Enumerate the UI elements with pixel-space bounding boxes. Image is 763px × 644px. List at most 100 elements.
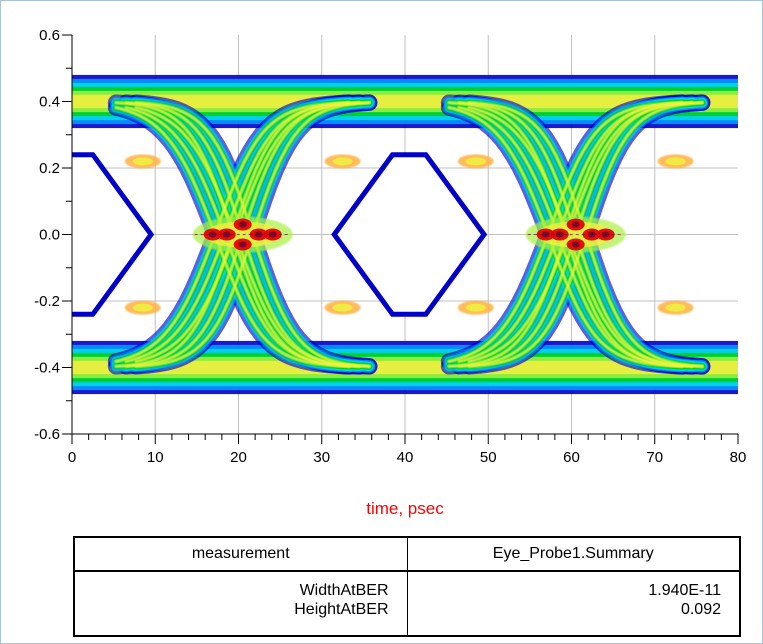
transition-trace [0,103,16,362]
transition-trace [0,103,16,367]
transition-trace [0,103,26,362]
crossing-core [587,231,596,238]
density-hotspot [0,301,28,315]
transition-trace [0,103,26,367]
eye-opening [331,152,488,317]
transition-trace [0,103,26,362]
crossing-core [238,241,247,248]
table-row: WidthAtBER HeightAtBER 1.940E-11 0.092 [73,570,741,637]
transition-trace [0,103,26,367]
x-tick-label: 10 [147,449,164,466]
transition-trace [0,103,16,367]
density-hotspot-core [332,157,353,166]
transition-trace [0,108,36,367]
eye-opening [72,152,155,317]
transition-trace [0,103,16,367]
transition-trace [0,108,16,367]
y-tick-label: 0.2 [39,160,60,177]
table-header-row: measurement Eye_Probe1.Summary [73,536,741,572]
height-at-ber-value: 0.092 [680,601,721,618]
transition-trace [0,108,36,367]
transition-trace [0,103,26,367]
width-at-ber-value: 1.940E-11 [648,582,721,599]
axes [62,34,739,444]
transition-trace [0,108,26,367]
transition-trace [115,106,351,368]
y-tick-label: -0.2 [34,293,60,310]
transition-trace [0,108,26,367]
density-hotspot-core [0,304,20,312]
transition-trace [0,103,16,367]
transition-trace [0,108,16,367]
crossing-core [254,231,263,238]
high-level-band [72,94,738,109]
transition-trace [0,103,16,367]
transition-trace [0,103,36,362]
transition-trace [0,103,36,367]
measurement-table: measurement Eye_Probe1.Summary WidthAtBE… [73,536,741,637]
transition-trace [0,108,16,367]
low-level-band [72,360,738,375]
transition-trace [0,103,26,367]
tick-labels: 0 10 20 30 40 50 60 70 80 -0.6 -0.4 -0.2 0.0 0.2 0.4 0.… [34,27,746,466]
transition-trace [0,103,26,367]
transition-trace [0,103,16,367]
transition-trace [0,103,26,367]
density-hotspot-core [332,303,353,312]
transition-trace [0,103,26,362]
transition-trace [0,103,36,367]
x-tick-label: 80 [730,449,747,466]
transition-trace [0,103,36,367]
transition-trace [0,103,16,367]
transition-trace [458,106,694,368]
transition-trace [0,103,16,362]
transition-trace [0,108,36,367]
transition-trace [0,103,36,367]
x-tick-label: 60 [563,449,580,466]
transition-trace [0,103,16,367]
density-hotspot-core [0,157,20,165]
transition-trace [0,103,36,367]
transition-trace [0,103,16,367]
transition-trace [0,108,36,367]
x-tick-label: 0 [68,449,76,466]
transition-trace [0,103,36,362]
density-hotspot-core [465,157,486,166]
transition-trace [0,103,16,367]
transition-trace [0,103,16,367]
transition-trace [0,103,26,367]
x-tick-label: 50 [480,449,497,466]
transition-trace [0,103,26,362]
x-axis-label: time, psec [366,499,444,518]
transition-trace [0,103,26,367]
summary-column-header: Eye_Probe1.Summary [406,536,741,572]
transition-trace [0,108,26,367]
height-at-ber-label: HeightAtBER [294,601,389,618]
transition-trace [448,101,684,363]
crossing-core [571,241,580,248]
transition-trace [0,103,36,362]
transition-trace [0,103,26,362]
crossing-core [238,221,247,228]
x-tick-label: 30 [313,449,330,466]
y-tick-label: 0.0 [39,227,60,244]
transition-trace [0,103,26,367]
transition-trace [468,106,704,368]
measurement-column-header: measurement [73,536,408,572]
eye-density [0,74,738,395]
density-hotspot-core [665,157,686,166]
x-tick-label: 20 [230,449,247,466]
transition-trace [0,108,26,367]
density-hotspot [0,154,28,168]
transition-trace [0,108,16,367]
density-hotspot-core [665,303,686,312]
transition-trace [0,103,36,367]
transition-trace [448,106,684,368]
transition-trace [0,103,26,362]
crossing-core [571,221,580,228]
transition-trace [0,103,36,367]
transition-trace [115,101,351,363]
transition-trace [0,103,36,362]
density-hotspot-core [132,157,153,166]
y-tick-label: -0.6 [34,426,60,443]
